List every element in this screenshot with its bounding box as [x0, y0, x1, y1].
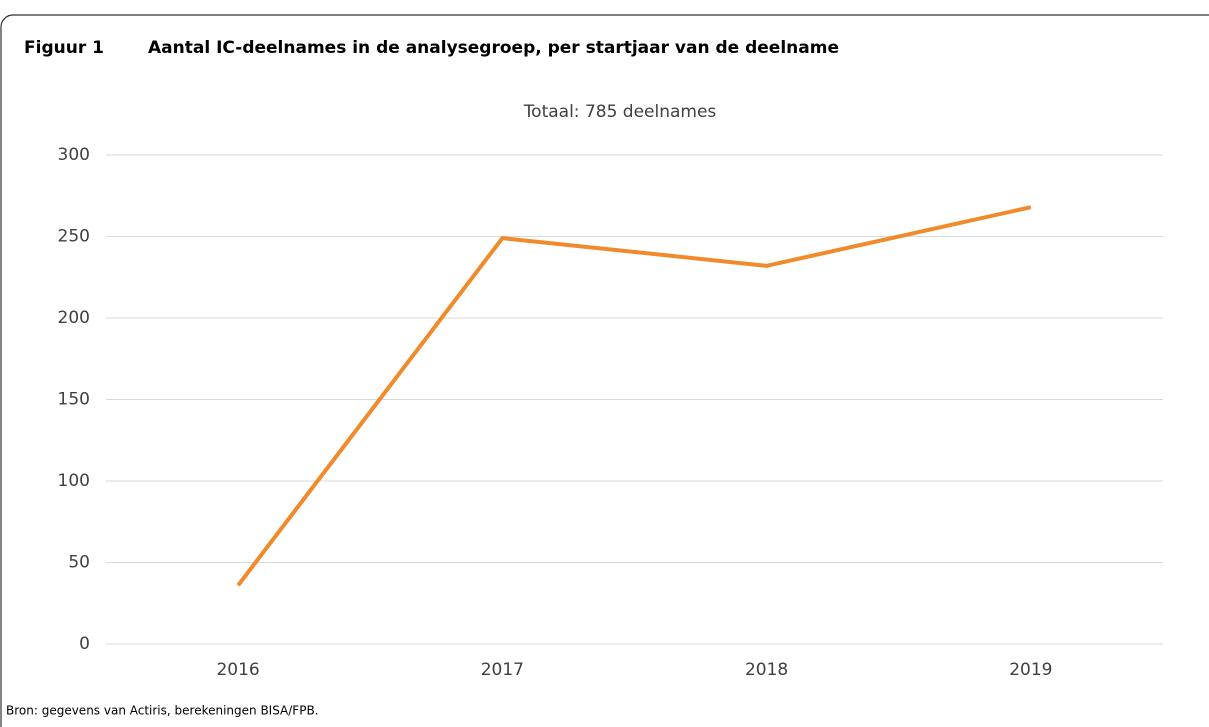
chart-subtitle: Totaal: 785 deelnames [523, 102, 717, 122]
y-tick-label: 50 [68, 553, 90, 573]
figure-label: Figuur 1 [24, 38, 104, 58]
data-line [236, 205, 1032, 587]
x-tick-label: 2018 [745, 660, 788, 680]
x-tick-label: 2017 [481, 660, 524, 680]
x-tick-label: 2016 [216, 660, 259, 680]
y-tick-label: 250 [58, 227, 90, 247]
y-tick-label: 150 [58, 390, 90, 410]
y-tick-label: 0 [79, 634, 90, 654]
y-tick-label: 300 [58, 145, 90, 165]
frame [0, 14, 1209, 727]
source-note: Bron: gegevens van Actiris, berekeningen… [6, 704, 319, 718]
y-tick-label: 100 [58, 471, 90, 491]
x-tick-label: 2019 [1009, 660, 1052, 680]
chart-title: Aantal IC-deelnames in de analysegroep, … [148, 38, 839, 58]
y-tick-label: 200 [58, 308, 90, 328]
